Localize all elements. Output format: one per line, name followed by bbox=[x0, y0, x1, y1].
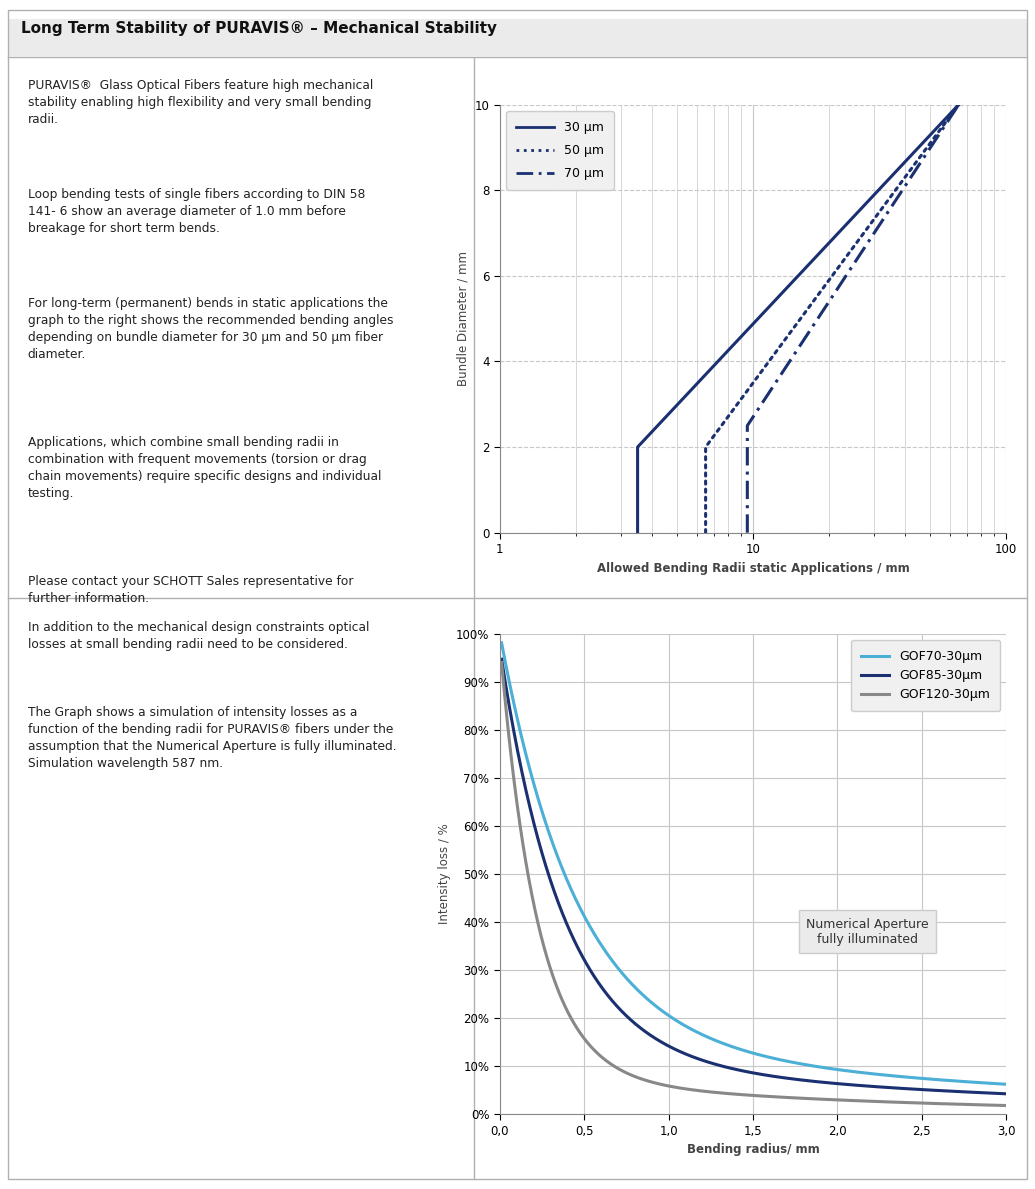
GOF120-30μm bbox=[496, 655, 508, 669]
Text: Loop bending tests of single fibers according to DIN 58
141- 6 show an average d: Loop bending tests of single fibers acco… bbox=[28, 188, 365, 235]
Text: In addition to the mechanical design constraints optical
losses at small bending: In addition to the mechanical design con… bbox=[28, 621, 368, 652]
Text: Long Term Stability of PURAVIS® – Mechanical Stability: Long Term Stability of PURAVIS® – Mechan… bbox=[21, 21, 497, 36]
Legend: GOF70-30μm, GOF85-30μm, GOF120-30μm: GOF70-30μm, GOF85-30μm, GOF120-30μm bbox=[852, 640, 1000, 711]
Line: GOF70-30μm: GOF70-30μm bbox=[502, 643, 1006, 1084]
GOF85-30μm bbox=[841, 1077, 854, 1092]
Text: Applications, which combine small bending radii in
combination with frequent mov: Applications, which combine small bendin… bbox=[28, 436, 381, 501]
Text: The Graph shows a simulation of intensity losses as a
function of the bending ra: The Graph shows a simulation of intensit… bbox=[28, 706, 396, 770]
GOF85-30μm bbox=[546, 881, 559, 895]
GOF70-30μm bbox=[841, 1064, 854, 1078]
GOF70-30μm bbox=[546, 837, 559, 851]
GOF85-30μm bbox=[889, 1081, 901, 1095]
GOF120-30μm bbox=[1000, 1099, 1012, 1113]
GOF120-30μm bbox=[841, 1093, 854, 1107]
GOF70-30μm bbox=[717, 1037, 730, 1051]
Text: For long-term (permanent) bends in static applications the
graph to the right sh: For long-term (permanent) bends in stati… bbox=[28, 297, 393, 361]
Legend: 30 μm, 50 μm, 70 μm: 30 μm, 50 μm, 70 μm bbox=[506, 111, 614, 190]
Line: GOF85-30μm: GOF85-30μm bbox=[502, 659, 1006, 1094]
GOF70-30μm bbox=[700, 1028, 712, 1043]
Line: GOF120-30μm: GOF120-30μm bbox=[502, 662, 1006, 1106]
GOF120-30μm bbox=[889, 1095, 901, 1109]
GOF120-30μm bbox=[897, 1095, 910, 1109]
GOF120-30μm bbox=[546, 969, 559, 983]
Y-axis label: Bundle Diameter / mm: Bundle Diameter / mm bbox=[456, 251, 469, 386]
Text: Numerical Aperture
fully illuminated: Numerical Aperture fully illuminated bbox=[806, 918, 929, 945]
X-axis label: Allowed Bending Radii static Applications / mm: Allowed Bending Radii static Application… bbox=[596, 561, 910, 574]
GOF85-30μm bbox=[897, 1082, 910, 1096]
GOF120-30μm bbox=[700, 1084, 712, 1099]
X-axis label: Bending radius/ mm: Bending radius/ mm bbox=[686, 1143, 820, 1156]
GOF70-30μm bbox=[897, 1070, 910, 1084]
GOF70-30μm bbox=[496, 636, 508, 650]
Bar bbox=[8, 19, 1027, 57]
GOF85-30μm bbox=[1000, 1087, 1012, 1101]
GOF85-30μm bbox=[700, 1055, 712, 1069]
GOF85-30μm bbox=[717, 1059, 730, 1074]
GOF120-30μm bbox=[717, 1086, 730, 1100]
GOF70-30μm bbox=[889, 1069, 901, 1083]
Y-axis label: Intensity loss / %: Intensity loss / % bbox=[438, 824, 450, 924]
Text: Please contact your SCHOTT Sales representative for
further information.: Please contact your SCHOTT Sales represe… bbox=[28, 575, 353, 605]
Text: PURAVIS®  Glass Optical Fibers feature high mechanical
stability enabling high f: PURAVIS® Glass Optical Fibers feature hi… bbox=[28, 78, 373, 126]
GOF70-30μm bbox=[1000, 1077, 1012, 1092]
GOF85-30μm bbox=[496, 652, 508, 666]
